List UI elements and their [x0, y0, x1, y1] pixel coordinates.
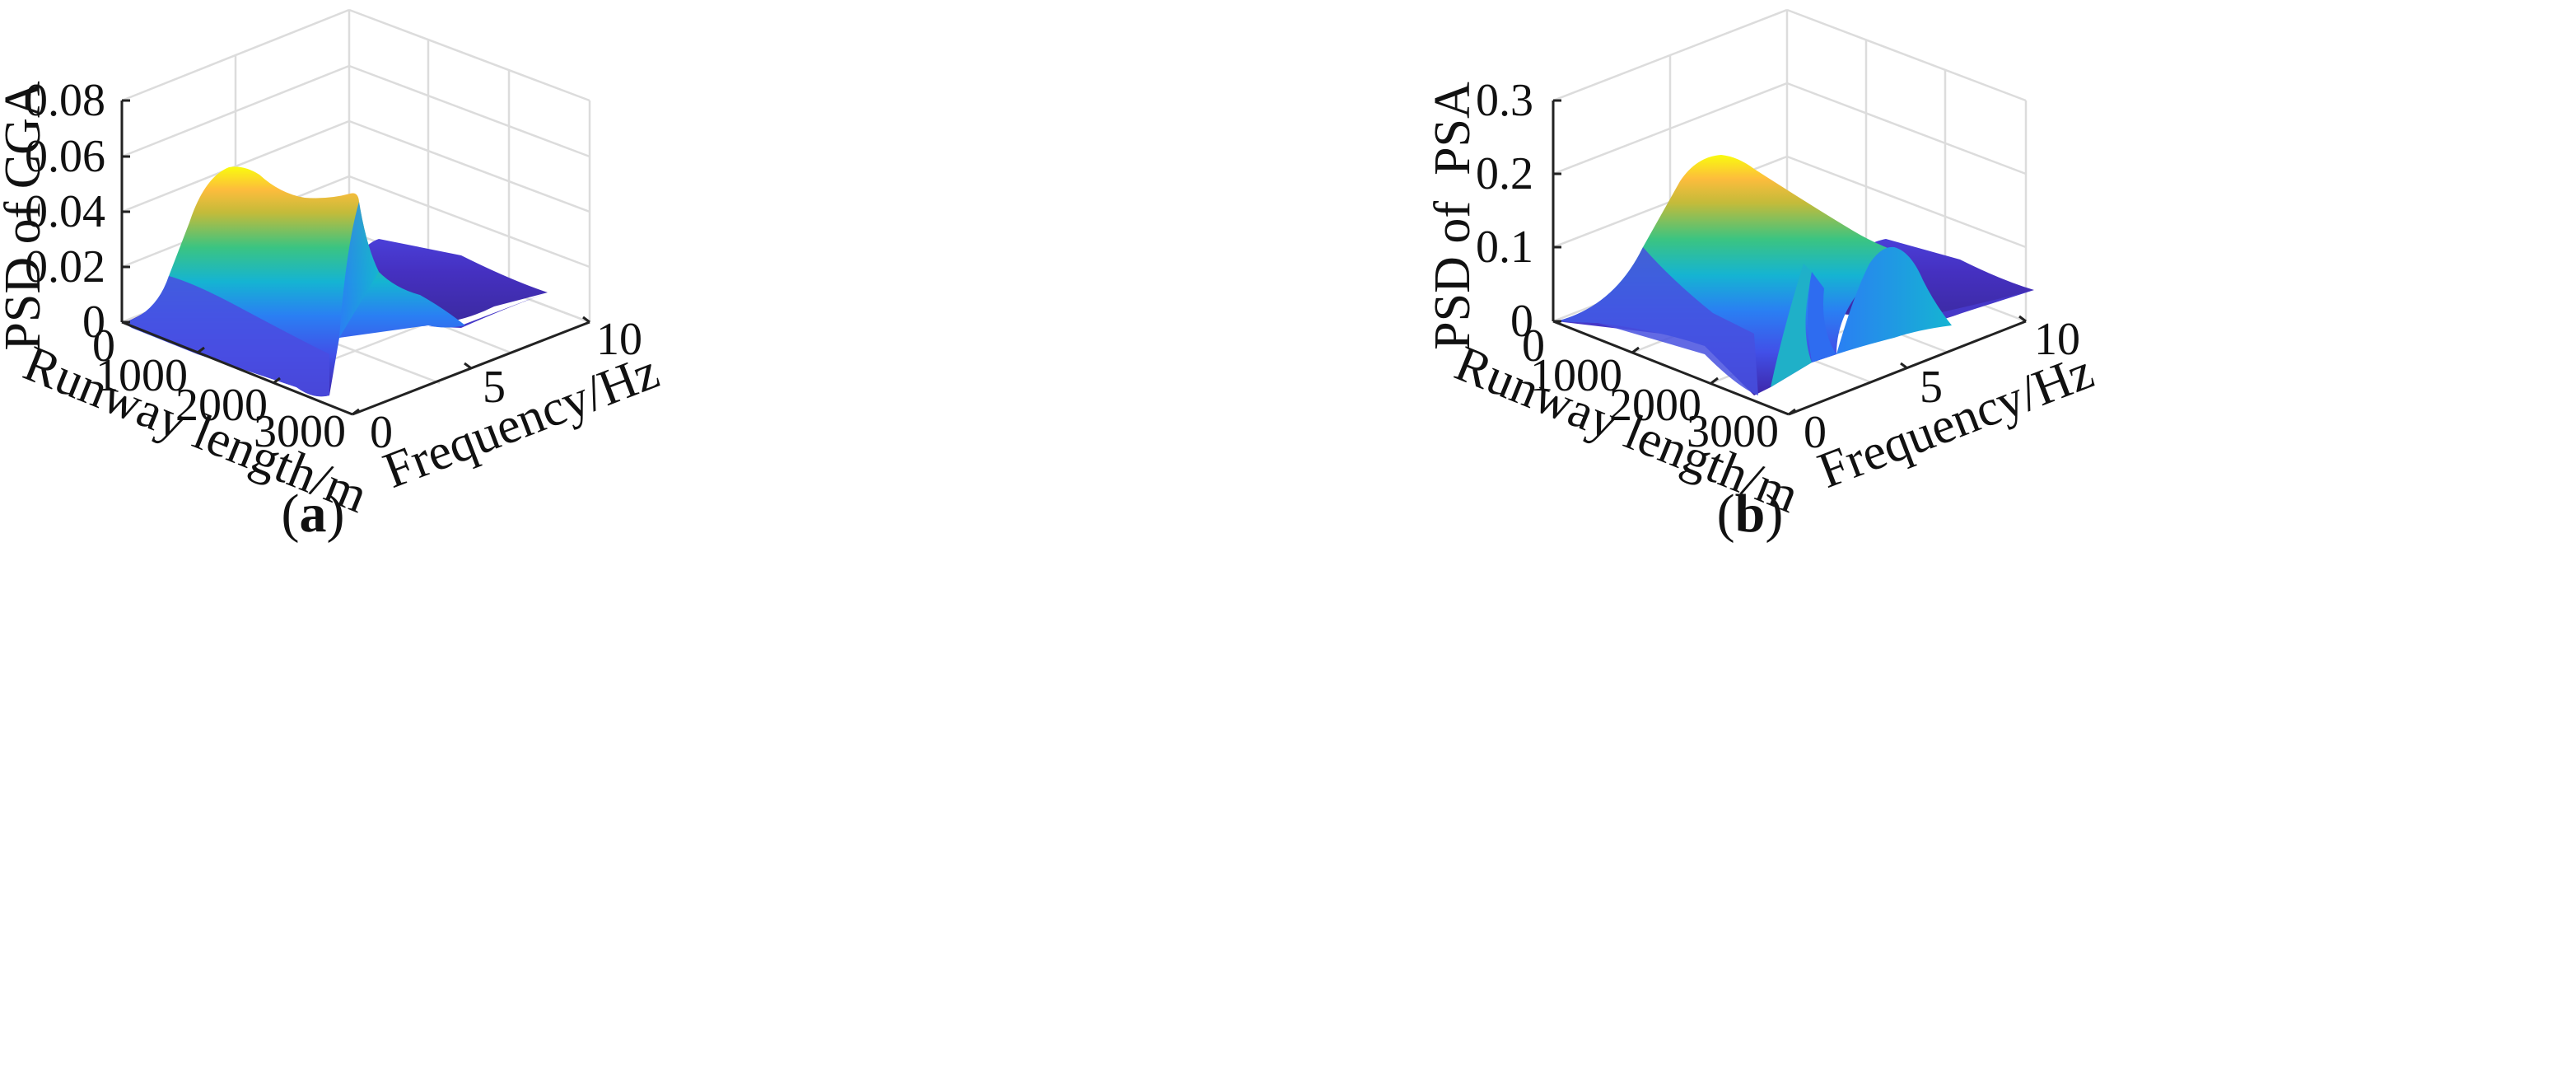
- surface-panel-b: [1556, 155, 2034, 395]
- z-tick-label: 0: [1510, 296, 1533, 347]
- z-tick-label: 0.02: [25, 241, 105, 292]
- x-tick-label: 2000: [1609, 380, 1701, 431]
- panel-label-b: (b): [1717, 484, 1784, 544]
- x-tick-label: 3000: [254, 406, 346, 457]
- y-tick-label: 0: [370, 407, 393, 458]
- z-tick-labels-panel-b: 0.3 0.2 0.1 0: [1476, 75, 1533, 347]
- panel-label-a: (a): [282, 484, 345, 544]
- chart-panel-b-detail: 0.3 0.2 0.1 0 0 1000 2000 3000 0 5 10 PS…: [1425, 8, 2101, 544]
- x-tick-label: 0: [1522, 320, 1545, 372]
- z-tick-label: 0.08: [25, 75, 105, 126]
- x-tick-label: 2000: [175, 380, 268, 431]
- y-axis-label: Frequency/Hz: [376, 344, 666, 499]
- y-tick-label: 5: [1920, 362, 1943, 413]
- z-tick-label: 0.06: [25, 131, 105, 182]
- y-tick-labels-panel-b: 0 5 10: [1804, 314, 2080, 458]
- x-tick-label: 0: [92, 320, 115, 372]
- axes-panel-a: [120, 99, 590, 416]
- x-tick-labels-panel-a: 0 1000 2000 3000: [92, 320, 346, 457]
- z-axis-label: PSD of CGA: [0, 81, 51, 351]
- chart-panel-a: 0.08 0.06 0.04 0.02 0 0 1000 2000 3000 0…: [0, 8, 666, 544]
- x-tick-label: 1000: [96, 350, 188, 401]
- y-axis-label: Frequency/Hz: [1811, 344, 2101, 499]
- x-tick-labels-panel-b: 0 1000 2000 3000: [1522, 320, 1779, 457]
- y-tick-label: 10: [2034, 314, 2080, 365]
- y-tick-label: 0: [1804, 407, 1827, 458]
- axes-panel-b: [1552, 99, 2027, 416]
- x-tick-label: 3000: [1687, 406, 1779, 457]
- panel-letter: b: [1735, 484, 1766, 544]
- z-tick-labels-panel-a: 0.08 0.06 0.04 0.02 0: [25, 75, 105, 348]
- x-tick-label: 1000: [1530, 350, 1622, 401]
- z-tick-label: 0: [82, 297, 105, 348]
- z-tick-label: 0.2: [1476, 148, 1533, 199]
- panel-letter: a: [300, 484, 327, 544]
- z-tick-label: 0.1: [1476, 222, 1533, 273]
- y-tick-label: 5: [483, 362, 506, 413]
- z-axis-label: PSD of PSA: [1425, 82, 1481, 350]
- y-tick-labels-panel-a: 0 5 10: [370, 314, 642, 458]
- z-tick-label: 0.3: [1476, 75, 1533, 126]
- surface-panel-a: [124, 166, 548, 397]
- y-tick-label: 10: [596, 314, 642, 365]
- z-tick-label: 0.04: [25, 186, 105, 237]
